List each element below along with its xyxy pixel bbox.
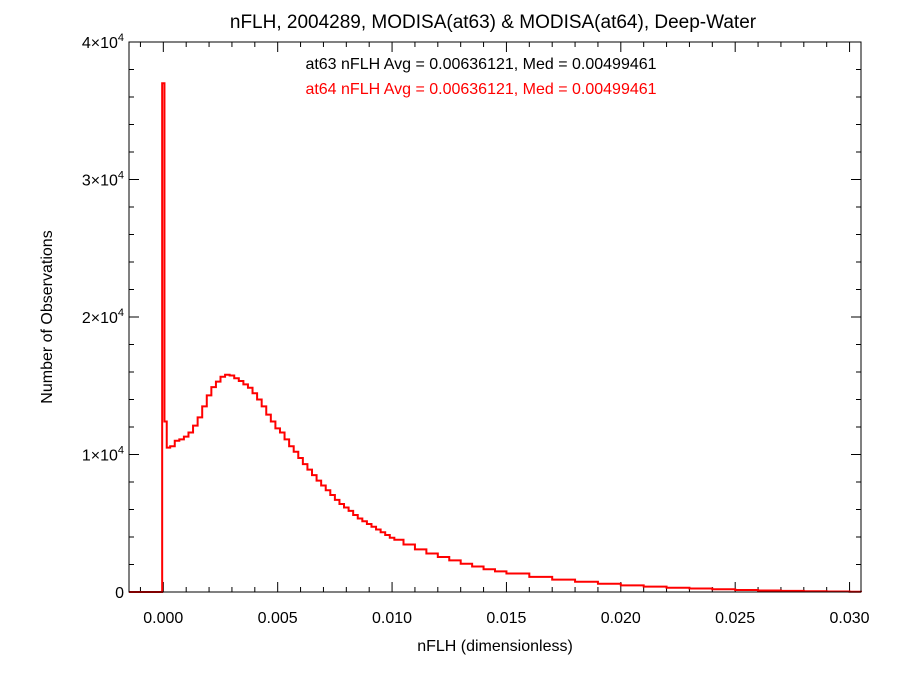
- x-axis-label: nFLH (dimensionless): [417, 638, 573, 655]
- y-tick-base: 4×10: [82, 35, 118, 52]
- chart-title: nFLH, 2004289, MODISA(at63) & MODISA(at6…: [230, 12, 757, 33]
- y-tick-base: 1×10: [82, 448, 118, 465]
- x-tick-label: 0.005: [258, 610, 298, 627]
- y-tick-exponent: 4: [118, 307, 124, 319]
- x-axis-ticks: 0.000 0.005 0.010 0.015 0.020 0.025 0.030: [139, 42, 870, 627]
- y-tick-exponent: 4: [118, 170, 124, 182]
- y-tick-base: 3×10: [82, 173, 118, 190]
- annotation-text: at63 nFLH Avg = 0.00636121, Med = 0.0049…: [305, 56, 656, 73]
- y-tick-label: 2×104: [82, 307, 124, 327]
- x-tick-label: 0.000: [143, 610, 183, 627]
- annotation-group: at63 nFLH Avg = 0.00636121, Med = 0.0049…: [305, 56, 656, 98]
- y-tick-label: 4×104: [82, 32, 124, 52]
- y-axis-label: Number of Observations: [39, 230, 56, 403]
- annotation-text: at64 nFLH Avg = 0.00636121, Med = 0.0049…: [305, 81, 656, 98]
- y-tick-exponent: 4: [118, 32, 124, 44]
- y-tick-label: 3×104: [82, 170, 124, 190]
- histogram-series-line: [129, 82, 862, 593]
- y-tick-label: 0: [115, 585, 124, 602]
- x-tick-label: 0.015: [486, 610, 526, 627]
- x-tick-label: 0.025: [715, 610, 755, 627]
- plot-area-frame: [128, 41, 862, 593]
- x-tick-label: 0.010: [372, 610, 412, 627]
- x-tick-label: 0.030: [830, 610, 870, 627]
- x-tick-label: 0.020: [601, 610, 641, 627]
- y-tick-base: 2×10: [82, 310, 118, 327]
- y-tick-base: 0: [115, 585, 124, 602]
- y-tick-exponent: 4: [118, 445, 124, 457]
- series-group: [129, 82, 862, 593]
- y-tick-label: 1×104: [82, 445, 124, 465]
